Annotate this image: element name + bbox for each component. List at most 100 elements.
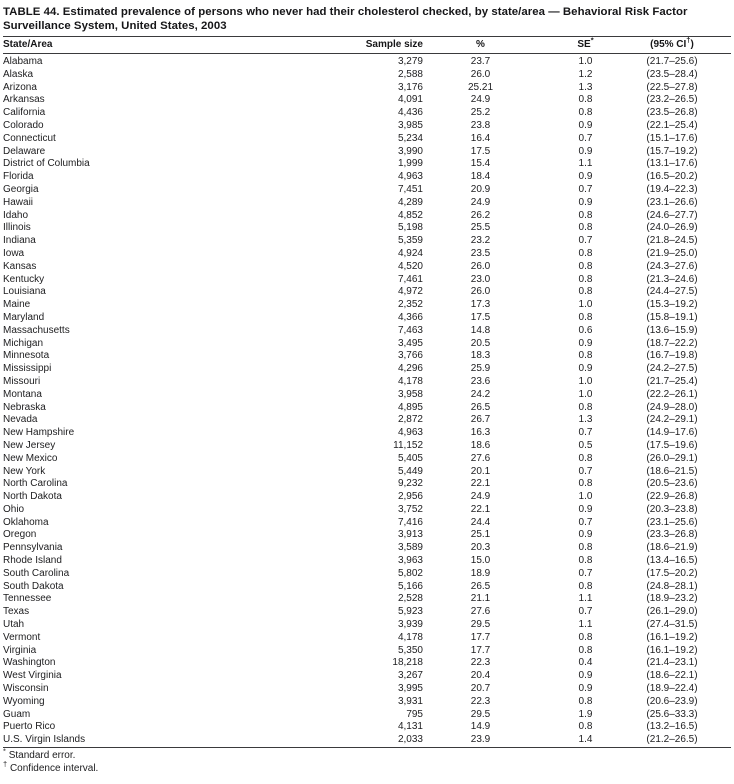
value-cell: 0.8	[578, 478, 593, 490]
table-row: New York 5,449 20.1 0.7 (18.6–21.5)	[3, 466, 731, 479]
state-name: Wyoming	[3, 695, 45, 707]
table-row: New Mexico 5,405 27.6 0.8 (26.0–29.1)	[3, 453, 731, 466]
value-cell: 5,923	[397, 606, 423, 618]
table-row: Georgia 7,451 20.9 0.7 (19.4–22.3)	[3, 184, 731, 197]
table-body: Alabama 3,279 23.7 1.0 (21.7–25.6) Alaska 2,58…	[3, 54, 731, 748]
value-cell: 9,232	[397, 478, 423, 490]
table-row: Connecticut 5,234 16.4 0.7 (15.1–17.6)	[3, 133, 731, 146]
value-cell: 23.8	[470, 119, 491, 131]
value-cell: 4,963	[397, 171, 423, 183]
value-cell: 1.0	[578, 375, 593, 387]
value-cell: 14.9	[470, 721, 491, 733]
value-cell: 0.8	[578, 542, 593, 554]
value-cell: (18.6–22.1)	[646, 670, 698, 682]
value-cell: (20.5–23.6)	[646, 478, 698, 490]
value-cell: (23.2–26.5)	[646, 94, 698, 106]
state-name: Tennessee	[3, 593, 52, 605]
table-head: State/Area Sample size% SE* (95% CI†)	[3, 36, 731, 54]
value-cell: (24.9–28.0)	[646, 401, 698, 413]
state-name: Colorado	[3, 119, 44, 131]
state-name: West Virginia	[3, 670, 62, 682]
value-cell: 1.9	[578, 708, 593, 720]
column-header-2: %	[423, 36, 538, 54]
table-row: Oregon 3,913 25.1 0.9 (23.3–26.8)	[3, 529, 731, 542]
value-cell: 1,999	[397, 158, 423, 170]
value-cell: 23.2	[470, 235, 491, 247]
table-row: Wyoming 3,931 22.3 0.8 (20.6–23.9)	[3, 696, 731, 709]
state-name: U.S. Virgin Islands	[3, 734, 86, 746]
value-cell: (16.1–19.2)	[646, 631, 698, 643]
state-name: Maine	[3, 299, 31, 311]
table-row: Ohio 3,752 22.1 0.9 (20.3–23.8)	[3, 504, 731, 517]
value-cell: 4,924	[397, 247, 423, 259]
state-name: Washington	[3, 657, 56, 669]
value-cell: 3,958	[397, 388, 423, 400]
value-cell: 26.7	[470, 414, 491, 426]
value-cell: 3,766	[397, 350, 423, 362]
state-name: Alaska	[3, 68, 34, 80]
value-cell: (17.5–20.2)	[646, 567, 698, 579]
value-cell: 27.6	[470, 452, 491, 464]
table-row: Michigan 3,495 20.5 0.9 (18.7–22.2)	[3, 338, 731, 351]
value-cell: 4,178	[397, 631, 423, 643]
value-cell: (20.3–23.8)	[646, 503, 698, 515]
value-cell: (24.6–27.7)	[646, 209, 698, 221]
value-cell: 1.3	[578, 81, 593, 93]
value-cell: (24.2–27.5)	[646, 363, 698, 375]
value-cell: 0.8	[578, 286, 593, 298]
table-row: District of Columbia 1,999 15.4 1.1 (13.1–17…	[3, 158, 731, 171]
table-row: Nevada 2,872 26.7 1.3 (24.2–29.1)	[3, 414, 731, 427]
table-row: Nebraska 4,895 26.5 0.8 (24.9–28.0)	[3, 402, 731, 415]
value-cell: 4,296	[397, 363, 423, 375]
table-row: Tennessee 2,528 21.1 1.1 (18.9–23.2)	[3, 593, 731, 606]
state-name: Indiana	[3, 235, 36, 247]
value-cell: 0.7	[578, 465, 593, 477]
table-row: Maryland 4,366 17.5 0.8 (15.8–19.1)	[3, 312, 731, 325]
value-cell: 4,852	[397, 209, 423, 221]
state-name: New York	[3, 465, 46, 477]
value-cell: (13.4–16.5)	[646, 555, 698, 567]
value-cell: 3,985	[397, 119, 423, 131]
value-cell: 0.8	[578, 721, 593, 733]
value-cell: 7,451	[397, 183, 423, 195]
column-header-3: SE*	[538, 36, 633, 54]
state-name: Wisconsin	[3, 683, 49, 695]
value-cell: (20.6–23.9)	[646, 695, 698, 707]
table-row: Kansas 4,520 26.0 0.8 (24.3–27.6)	[3, 261, 731, 274]
value-cell: 3,990	[397, 145, 423, 157]
table-row: Louisiana 4,972 26.0 0.8 (24.4–27.5)	[3, 286, 731, 299]
value-cell: (18.6–21.9)	[646, 542, 698, 554]
table-row: Minnesota 3,766 18.3 0.8 (16.7–19.8)	[3, 350, 731, 363]
state-name: Mississippi	[3, 363, 52, 375]
value-cell: 0.6	[578, 324, 593, 336]
value-cell: 0.8	[578, 107, 593, 119]
table-row: Illinois 5,198 25.5 0.8 (24.0–26.9)	[3, 222, 731, 235]
value-cell: 25.9	[470, 363, 491, 375]
value-cell: (13.1–17.6)	[646, 158, 698, 170]
table-row: Washington 18,218 22.3 0.4 (21.4–23.1)	[3, 657, 731, 670]
table-row: U.S. Virgin Islands 2,033 23.9 1.4 (21.2–26.…	[3, 734, 731, 747]
value-cell: 7,416	[397, 516, 423, 528]
value-cell: 5,449	[397, 465, 423, 477]
table-title-line1: TABLE 44. Estimated prevalence of person…	[3, 6, 688, 18]
state-name: Delaware	[3, 145, 46, 157]
table-row: Alabama 3,279 23.7 1.0 (21.7–25.6)	[3, 54, 731, 69]
table-row: Massachusetts 7,463 14.8 0.6 (13.6–15.9)	[3, 325, 731, 338]
value-cell: 0.8	[578, 94, 593, 106]
state-name: District of Columbia	[3, 158, 90, 170]
value-cell: 4,436	[397, 107, 423, 119]
value-cell: 0.5	[578, 439, 593, 451]
value-cell: 0.9	[578, 337, 593, 349]
value-cell: 1.1	[578, 593, 593, 605]
state-name: Missouri	[3, 375, 41, 387]
table-row: Maine 2,352 17.3 1.0 (15.3–19.2)	[3, 299, 731, 312]
state-name: Ohio	[3, 503, 25, 515]
state-name: Arizona	[3, 81, 37, 93]
value-cell: 26.2	[470, 209, 491, 221]
state-name: South Dakota	[3, 580, 64, 592]
value-cell: 22.3	[470, 657, 491, 669]
value-cell: 23.0	[470, 273, 491, 285]
value-cell: 5,359	[397, 235, 423, 247]
value-cell: (19.4–22.3)	[646, 183, 698, 195]
footnotes: * Standard error. † Confidence interval.	[3, 747, 731, 775]
